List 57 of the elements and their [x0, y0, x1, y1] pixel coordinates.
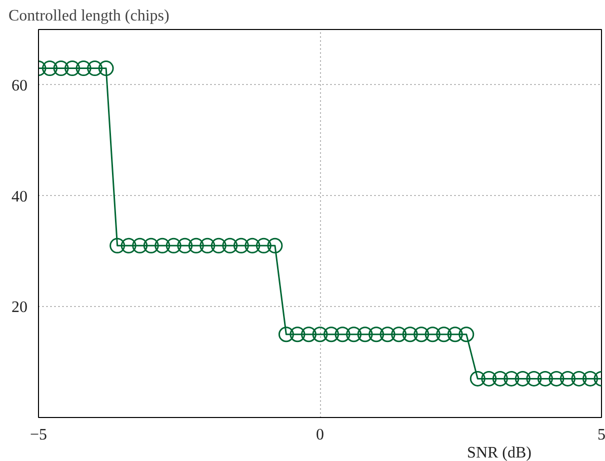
point [76, 60, 92, 76]
point [324, 326, 340, 342]
x-axis-title: SNR (dB) [467, 444, 532, 461]
point [537, 370, 553, 386]
point [481, 370, 497, 386]
y-tick-label: 20 [12, 299, 28, 316]
point [346, 326, 362, 342]
point [166, 238, 182, 254]
point [278, 326, 294, 342]
point [42, 60, 58, 76]
point [87, 60, 103, 76]
point [267, 238, 283, 254]
point [504, 370, 520, 386]
point [210, 238, 226, 254]
point [391, 326, 407, 342]
point [447, 326, 463, 342]
point [300, 326, 316, 342]
point [110, 238, 126, 254]
y-axis-title: Controlled length (chips) [8, 8, 170, 24]
point [414, 326, 430, 342]
point [132, 238, 148, 254]
point [98, 60, 114, 76]
point [402, 326, 418, 342]
point [200, 238, 216, 254]
point [571, 370, 587, 386]
point [424, 326, 440, 342]
point [357, 326, 373, 342]
x-tick-label: 5 [598, 426, 605, 444]
point [188, 238, 204, 254]
point [154, 238, 170, 254]
y-tick-label: 40 [12, 188, 28, 206]
point [222, 238, 238, 254]
point [380, 326, 396, 342]
point [368, 326, 384, 342]
point [177, 238, 193, 254]
y-tick-label: 60 [12, 77, 28, 94]
point [492, 370, 508, 386]
point [120, 238, 136, 254]
point [334, 326, 350, 342]
point [514, 370, 530, 386]
point [53, 60, 69, 76]
point [548, 370, 564, 386]
point [470, 370, 486, 386]
point [290, 326, 306, 342]
point [560, 370, 576, 386]
x-tick-label: 0 [316, 426, 324, 444]
point [526, 370, 542, 386]
point [582, 370, 598, 386]
point [312, 326, 328, 342]
point [256, 238, 272, 254]
point [143, 238, 159, 254]
point [64, 60, 80, 76]
point [244, 238, 260, 254]
point [436, 326, 452, 342]
x-tick-label: −5 [30, 426, 48, 444]
point [233, 238, 249, 254]
point [458, 326, 474, 342]
